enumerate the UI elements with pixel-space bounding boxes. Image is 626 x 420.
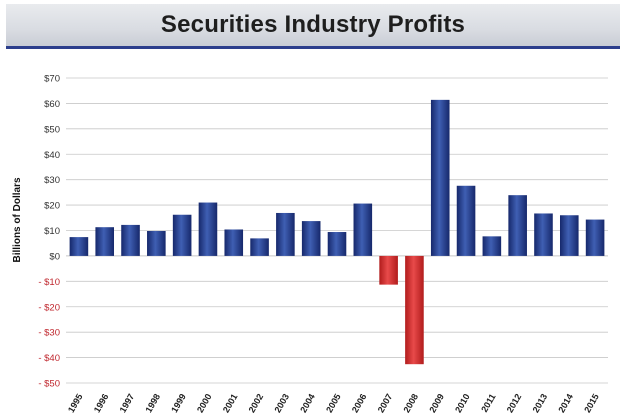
x-tick-label: 1998 — [143, 392, 162, 414]
bar-2008 — [405, 255, 424, 365]
bar-2015 — [585, 219, 605, 256]
bar-1995 — [69, 237, 89, 256]
bar-2006 — [353, 203, 373, 256]
y-axis-label: Billions of Dollars — [12, 177, 23, 262]
y-axis-ticks: $70 $60 $50 $40 $30 $20 $10 $0 - $10 - $20 - $30 - … — [38, 74, 60, 390]
y-tick-label: - $10 — [38, 277, 60, 288]
x-tick-label: 2006 — [350, 392, 369, 414]
y-tick-label: - $40 — [38, 353, 60, 364]
bar-1998 — [147, 231, 166, 256]
y-tick-label: $0 — [49, 251, 60, 262]
bar-2010 — [456, 185, 476, 256]
y-tick-label: $30 — [44, 175, 60, 186]
bar-2009 — [430, 99, 450, 256]
bar-2014 — [559, 215, 579, 256]
chart-title: Securities Industry Profits — [160, 11, 466, 38]
x-tick-label: 2001 — [221, 392, 240, 414]
x-tick-label: 2015 — [582, 392, 601, 414]
bar-1996 — [95, 227, 115, 256]
y-tick-label: $50 — [44, 124, 60, 135]
x-tick-label: 2010 — [453, 392, 472, 414]
x-tick-label: 2004 — [298, 392, 317, 414]
x-tick-label: 1996 — [92, 392, 111, 414]
bar-2003 — [276, 212, 295, 256]
bar-2000 — [198, 202, 218, 256]
x-axis-ticks: 1995 1996 1997 1998 1999 2000 2001 2002 2003 2004… — [66, 392, 601, 414]
y-tick-label: - $30 — [38, 328, 60, 339]
y-tick-label: - $20 — [38, 302, 60, 313]
x-tick-label: 1997 — [118, 392, 137, 414]
bar-2005 — [327, 232, 347, 256]
bars — [69, 99, 605, 365]
x-tick-label: 2003 — [272, 392, 291, 414]
x-tick-label: 2008 — [401, 392, 420, 414]
x-tick-label: 2002 — [247, 392, 266, 414]
bar-2007 — [379, 255, 398, 285]
x-tick-label: 2014 — [556, 392, 575, 414]
y-tick-label: $60 — [44, 99, 60, 110]
bar-2001 — [224, 229, 244, 256]
y-tick-label: - $50 — [38, 379, 60, 390]
x-tick-label: 2012 — [505, 392, 524, 414]
x-tick-label: 2013 — [531, 392, 550, 414]
bar-2012 — [508, 195, 527, 256]
x-tick-label: 2011 — [479, 392, 497, 414]
bar-2004 — [301, 221, 321, 256]
x-tick-label: 2007 — [376, 392, 395, 414]
y-tick-label: $70 — [44, 74, 60, 85]
bar-2002 — [250, 238, 269, 256]
y-tick-label: $20 — [44, 201, 60, 212]
x-tick-label: 2005 — [324, 392, 343, 414]
x-tick-label: 2000 — [195, 392, 214, 414]
gridlines — [66, 77, 608, 384]
bar-2013 — [534, 213, 553, 256]
y-tick-label: $10 — [44, 226, 60, 237]
x-tick-label: 2009 — [427, 392, 446, 414]
bar-1999 — [172, 214, 192, 256]
title-bar: Securities Industry Profits — [6, 4, 620, 49]
x-tick-label: 1995 — [66, 392, 85, 414]
y-tick-label: $40 — [44, 150, 60, 161]
bar-1997 — [121, 224, 140, 256]
x-tick-label: 1999 — [169, 392, 188, 414]
bar-2011 — [482, 236, 502, 256]
